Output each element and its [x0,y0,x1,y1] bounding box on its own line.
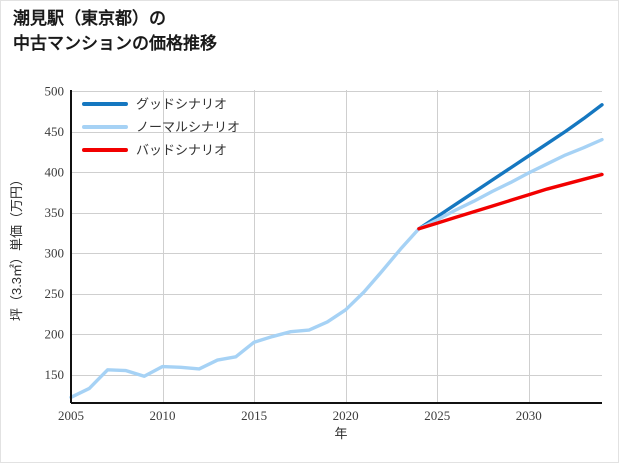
legend-label: グッドシナリオ [136,97,227,112]
x-tick-label: 2005 [58,408,84,423]
x-axis-title: 年 [334,426,347,441]
series-line [417,172,604,231]
y-tick-label: 400 [45,165,65,180]
x-tick-label: 2025 [424,408,450,423]
y-tick-label: 300 [45,246,65,261]
title-line-1: 潮見駅（東京都）の [13,9,166,28]
legend-label: バッドシナリオ [136,143,227,158]
series-line [417,103,604,231]
legend-label: ノーマルシナリオ [136,120,240,135]
x-tick-label: 2030 [516,408,542,423]
y-tick-labels-group: 150 200 250 300 350 400 450 500 [45,84,75,382]
y-tick-label: 150 [45,367,65,382]
page-title: 潮見駅（東京都）の 中古マンションの価格推移 [13,7,217,56]
y-axis-title: 坪（3.3㎡）単価（万円） [9,173,24,321]
y-tick-label: 350 [45,205,65,220]
series-lines-group [69,103,604,400]
x-tick-label: 2020 [333,408,359,423]
x-tick-label: 2010 [150,408,176,423]
y-tick-label: 250 [45,286,65,301]
series-line [69,227,421,400]
series-line [417,137,604,231]
gridlines-group [71,90,602,403]
y-tick-label: 200 [45,327,65,342]
y-tick-label: 500 [45,84,65,99]
y-tick-label: 450 [45,124,65,139]
title-line-2: 中古マンションの価格推移 [13,33,217,53]
x-tick-label: 2015 [241,408,267,423]
x-tick-labels-group: 2005 2010 2015 2020 2025 2030 [58,408,542,423]
